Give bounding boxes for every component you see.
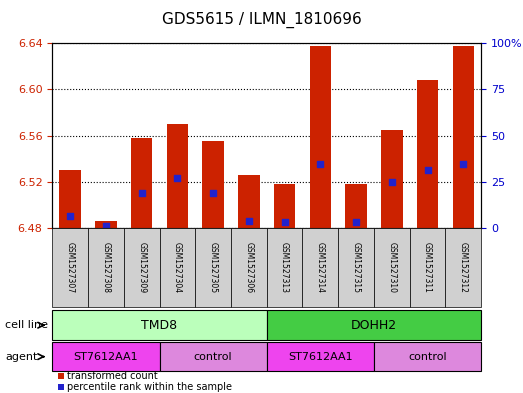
Point — [423, 167, 431, 173]
Point — [66, 213, 74, 220]
Bar — [381, 130, 403, 228]
Point — [101, 222, 110, 229]
Bar — [345, 184, 367, 228]
Bar — [274, 184, 295, 228]
Point — [245, 218, 253, 224]
Text: GSM1527308: GSM1527308 — [101, 242, 110, 293]
Text: GSM1527311: GSM1527311 — [423, 242, 432, 293]
Bar — [417, 80, 438, 228]
Point — [280, 219, 289, 225]
Text: GSM1527306: GSM1527306 — [244, 242, 253, 293]
Text: GSM1527305: GSM1527305 — [209, 242, 218, 293]
Text: control: control — [408, 352, 447, 362]
Text: ST7612AA1: ST7612AA1 — [288, 352, 353, 362]
Text: control: control — [194, 352, 232, 362]
Text: cell line: cell line — [5, 320, 48, 330]
Text: GSM1527315: GSM1527315 — [351, 242, 360, 293]
Point — [388, 179, 396, 185]
Point — [316, 161, 324, 167]
Text: DOHH2: DOHH2 — [351, 319, 397, 332]
Text: GSM1527313: GSM1527313 — [280, 242, 289, 293]
Bar — [452, 46, 474, 228]
Text: GSM1527314: GSM1527314 — [316, 242, 325, 293]
Point — [173, 175, 181, 182]
Text: GSM1527310: GSM1527310 — [388, 242, 396, 293]
Point — [209, 190, 217, 196]
Text: GSM1527312: GSM1527312 — [459, 242, 468, 293]
Bar — [131, 138, 152, 228]
Text: GSM1527304: GSM1527304 — [173, 242, 182, 293]
Bar — [310, 46, 331, 228]
Text: ST7612AA1: ST7612AA1 — [74, 352, 138, 362]
Point — [352, 219, 360, 225]
Text: GDS5615 / ILMN_1810696: GDS5615 / ILMN_1810696 — [162, 12, 361, 28]
Text: percentile rank within the sample: percentile rank within the sample — [67, 382, 232, 392]
Bar — [167, 124, 188, 228]
Text: GSM1527307: GSM1527307 — [66, 242, 75, 293]
Text: transformed count: transformed count — [67, 371, 158, 381]
Text: TMD8: TMD8 — [141, 319, 178, 332]
Point — [459, 161, 468, 167]
Bar — [60, 170, 81, 228]
Bar — [238, 175, 259, 228]
Bar — [202, 141, 224, 228]
Text: agent: agent — [5, 352, 38, 362]
Point — [138, 190, 146, 196]
Text: GSM1527309: GSM1527309 — [137, 242, 146, 293]
Bar — [95, 221, 117, 228]
